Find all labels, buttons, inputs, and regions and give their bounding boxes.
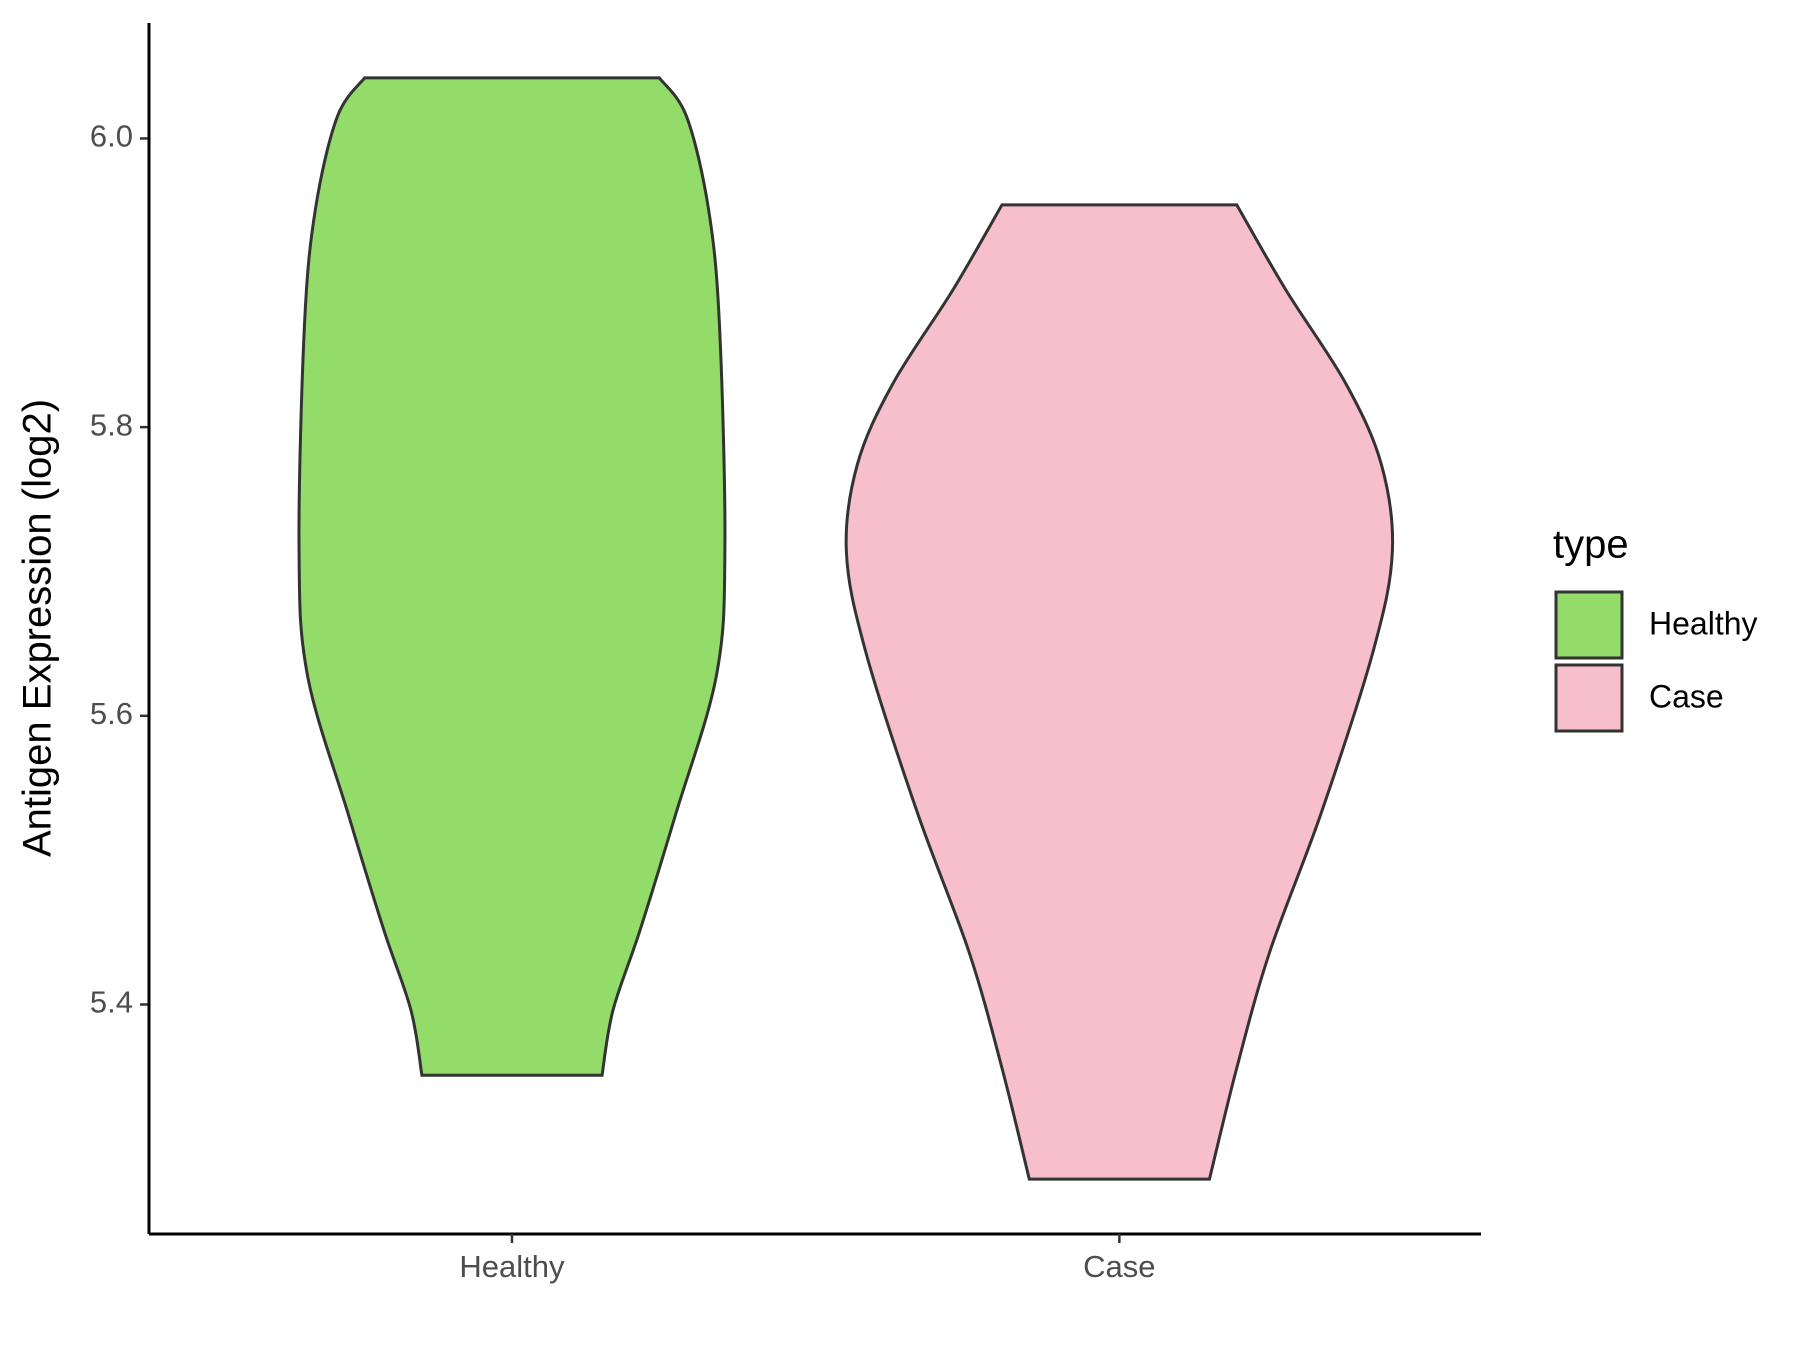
legend-key [1554, 663, 1624, 733]
legend-title: type [1553, 523, 1629, 567]
y-axis-title: Antigen Expression (log2) [16, 399, 60, 857]
x-tick-label: Case [1083, 1249, 1155, 1284]
y-tick-label: 5.6 [90, 696, 133, 731]
legend-label: Case [1649, 678, 1724, 714]
violin [844, 203, 1395, 1181]
y-tick-label: 6.0 [90, 119, 133, 154]
legend-label: Healthy [1649, 605, 1758, 641]
violin [297, 76, 727, 1077]
legend-key [1554, 590, 1624, 660]
x-tick-label: Healthy [459, 1249, 565, 1284]
y-tick-label: 5.8 [90, 407, 133, 442]
y-tick-label: 5.4 [90, 985, 133, 1020]
